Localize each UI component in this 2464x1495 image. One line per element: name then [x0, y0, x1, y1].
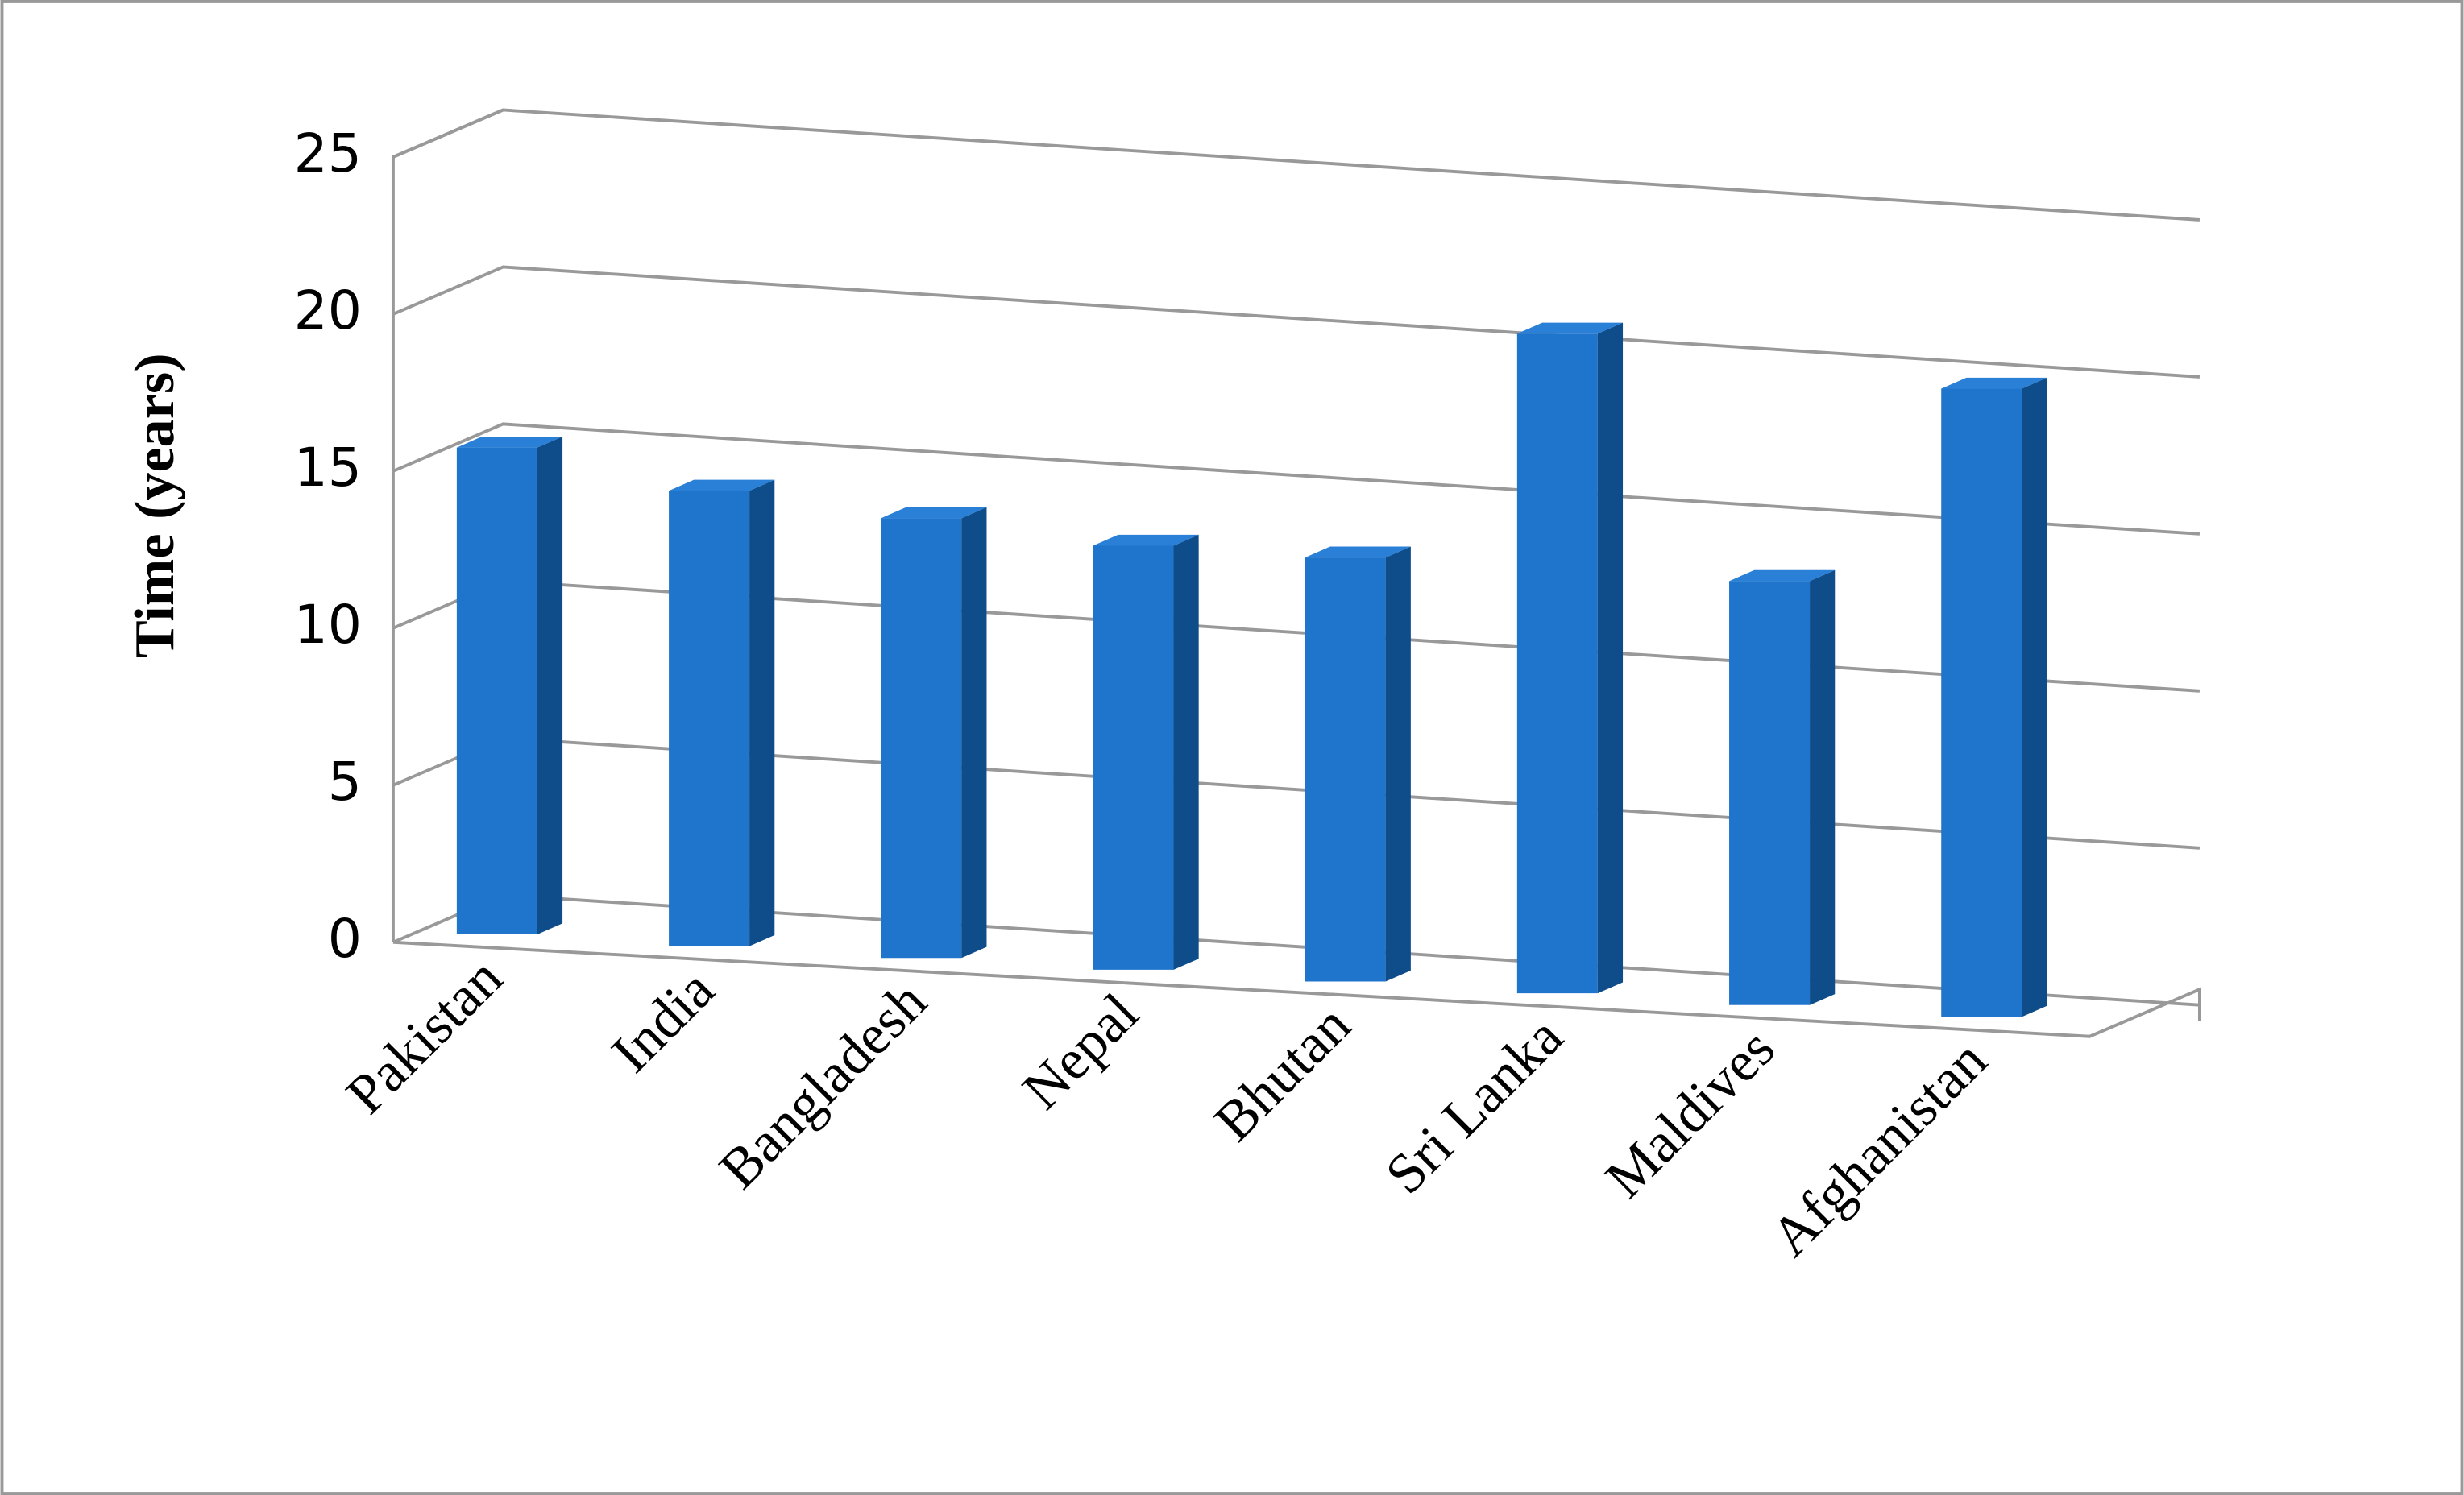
bar-front	[1093, 545, 1174, 970]
y-tick-label: 15	[294, 436, 362, 499]
bar	[1093, 534, 1199, 970]
bar	[669, 479, 775, 946]
bar-top	[456, 436, 563, 448]
bar	[1941, 377, 2047, 1017]
bar	[456, 436, 563, 934]
bar-top	[1516, 322, 1624, 334]
bar-top	[881, 507, 987, 519]
bar-top	[1729, 569, 1836, 582]
bar-side	[537, 436, 563, 934]
bar-top	[1305, 546, 1411, 558]
bar-side	[1173, 534, 1199, 970]
bar-front	[1305, 557, 1386, 982]
grid-line	[392, 422, 2201, 536]
y-tick-label: 0	[328, 907, 362, 970]
bar-side	[1597, 322, 1624, 994]
bar-front	[1941, 388, 2022, 1017]
bar-side	[961, 507, 987, 959]
bar	[1729, 569, 1836, 1005]
bar-side	[1810, 569, 1836, 1005]
bar-top	[1941, 377, 2047, 389]
grid-line	[392, 108, 2201, 222]
bar-top	[1093, 534, 1199, 546]
bar	[1305, 546, 1411, 982]
bar-side	[1385, 546, 1411, 982]
bar	[1516, 322, 1624, 994]
bar-side	[749, 479, 775, 946]
y-tick-label: 25	[294, 122, 362, 184]
y-tick-label: 5	[328, 750, 362, 813]
bar-side	[2022, 377, 2047, 1017]
bar-front	[881, 518, 962, 959]
y-tick-label: 20	[294, 279, 362, 342]
bar-front	[1516, 333, 1598, 994]
grid-line	[392, 265, 2201, 379]
y-axis-title: Time (years)	[123, 353, 186, 658]
bar-top	[669, 479, 775, 491]
bar-front	[669, 491, 750, 946]
bar	[881, 507, 987, 959]
bar-front	[456, 447, 537, 934]
bar-front	[1729, 581, 1811, 1005]
y-tick-label: 10	[294, 593, 362, 656]
